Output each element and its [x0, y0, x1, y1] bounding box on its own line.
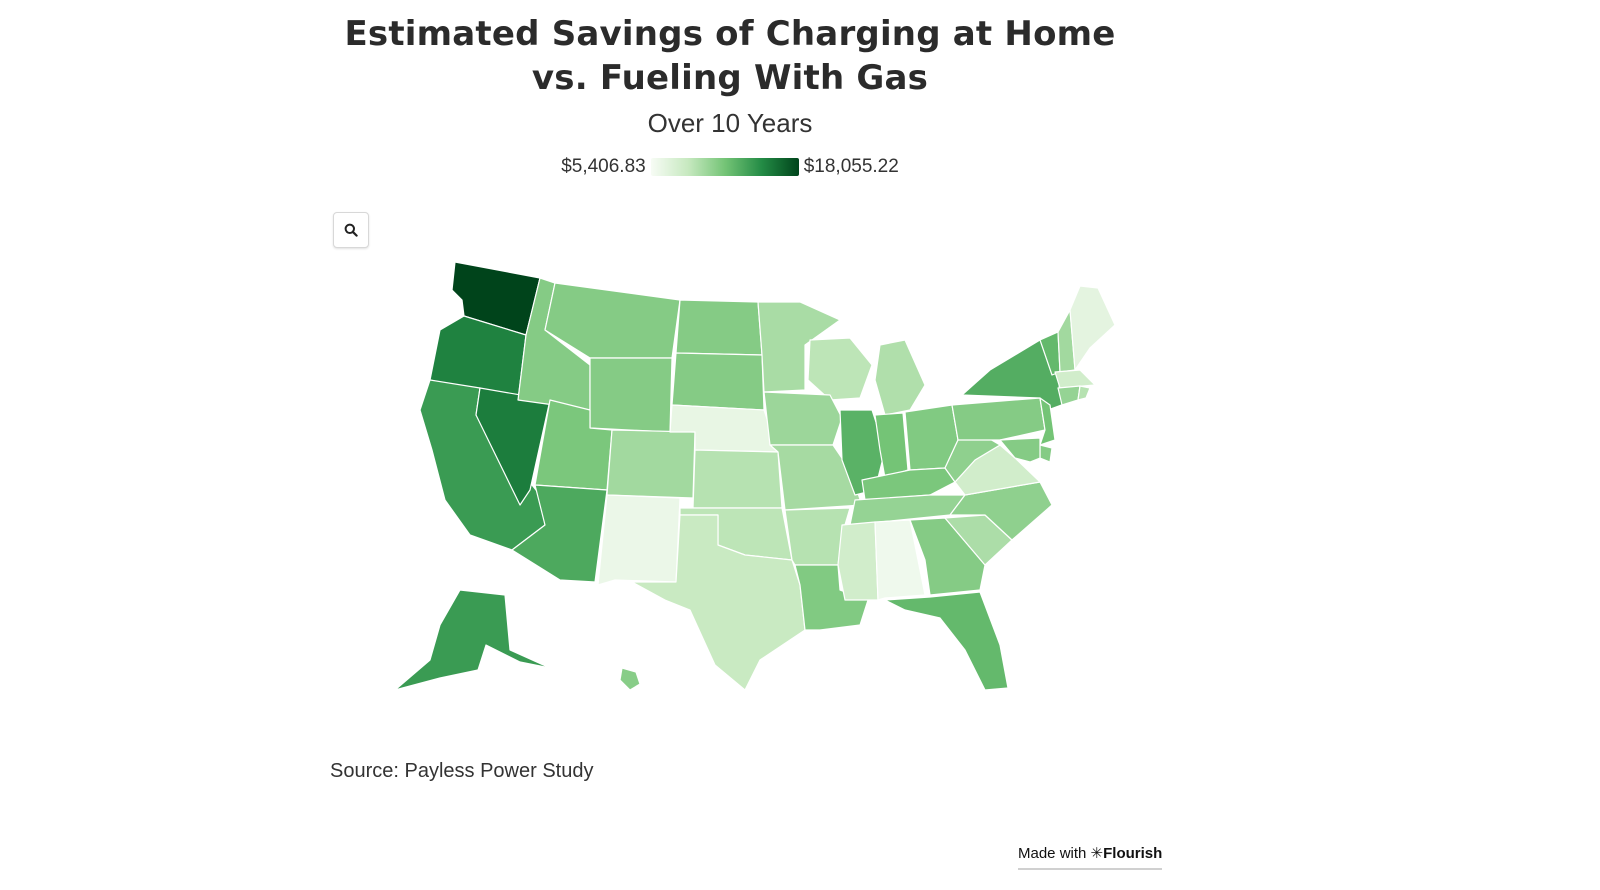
state-NM[interactable]: [597, 494, 681, 586]
state-MI[interactable]: [874, 339, 926, 416]
state-MA[interactable]: [1054, 369, 1096, 389]
asterisk-icon: ✳: [1090, 845, 1104, 862]
state-LA[interactable]: [794, 564, 869, 631]
state-RI[interactable]: [1077, 385, 1091, 401]
state-MS[interactable]: [837, 521, 879, 601]
state-DE[interactable]: [1039, 444, 1053, 463]
state-AL[interactable]: [874, 519, 926, 601]
source-note: Source: Payless Power Study: [330, 760, 594, 782]
state-IA[interactable]: [763, 391, 843, 446]
legend-min-label: $5,406.83: [561, 156, 646, 177]
made-with-flourish-link[interactable]: Made with ✳Flourish: [1018, 844, 1163, 870]
state-HI[interactable]: [619, 667, 641, 691]
color-legend: $5,406.83 $18,055.22: [330, 156, 1130, 178]
state-WY[interactable]: [589, 357, 673, 433]
credit-prefix: Made with: [1018, 845, 1091, 862]
state-WI[interactable]: [807, 337, 873, 401]
state-PA[interactable]: [951, 397, 1046, 441]
state-AK[interactable]: [394, 589, 551, 691]
legend-max-label: $18,055.22: [803, 156, 899, 177]
state-NJ[interactable]: [1039, 397, 1056, 446]
state-CT[interactable]: [1057, 385, 1081, 406]
state-ME[interactable]: [1069, 285, 1116, 371]
state-CO[interactable]: [606, 429, 696, 499]
chart-title: Estimated Savings of Charging at Home vs…: [344, 14, 1116, 98]
state-SD[interactable]: [671, 352, 765, 411]
legend-gradient-bar: [650, 158, 799, 176]
state-ND[interactable]: [675, 299, 763, 356]
state-MN[interactable]: [757, 301, 841, 393]
zoom-button[interactable]: [333, 212, 369, 248]
state-MD[interactable]: [999, 437, 1041, 463]
search-icon: [344, 223, 358, 237]
state-TX[interactable]: [631, 514, 806, 691]
chart-subtitle: Over 10 Years: [647, 108, 813, 138]
credit-brand: Flourish: [1103, 845, 1163, 862]
state-FL[interactable]: [884, 591, 1009, 691]
state-KS[interactable]: [692, 449, 783, 509]
